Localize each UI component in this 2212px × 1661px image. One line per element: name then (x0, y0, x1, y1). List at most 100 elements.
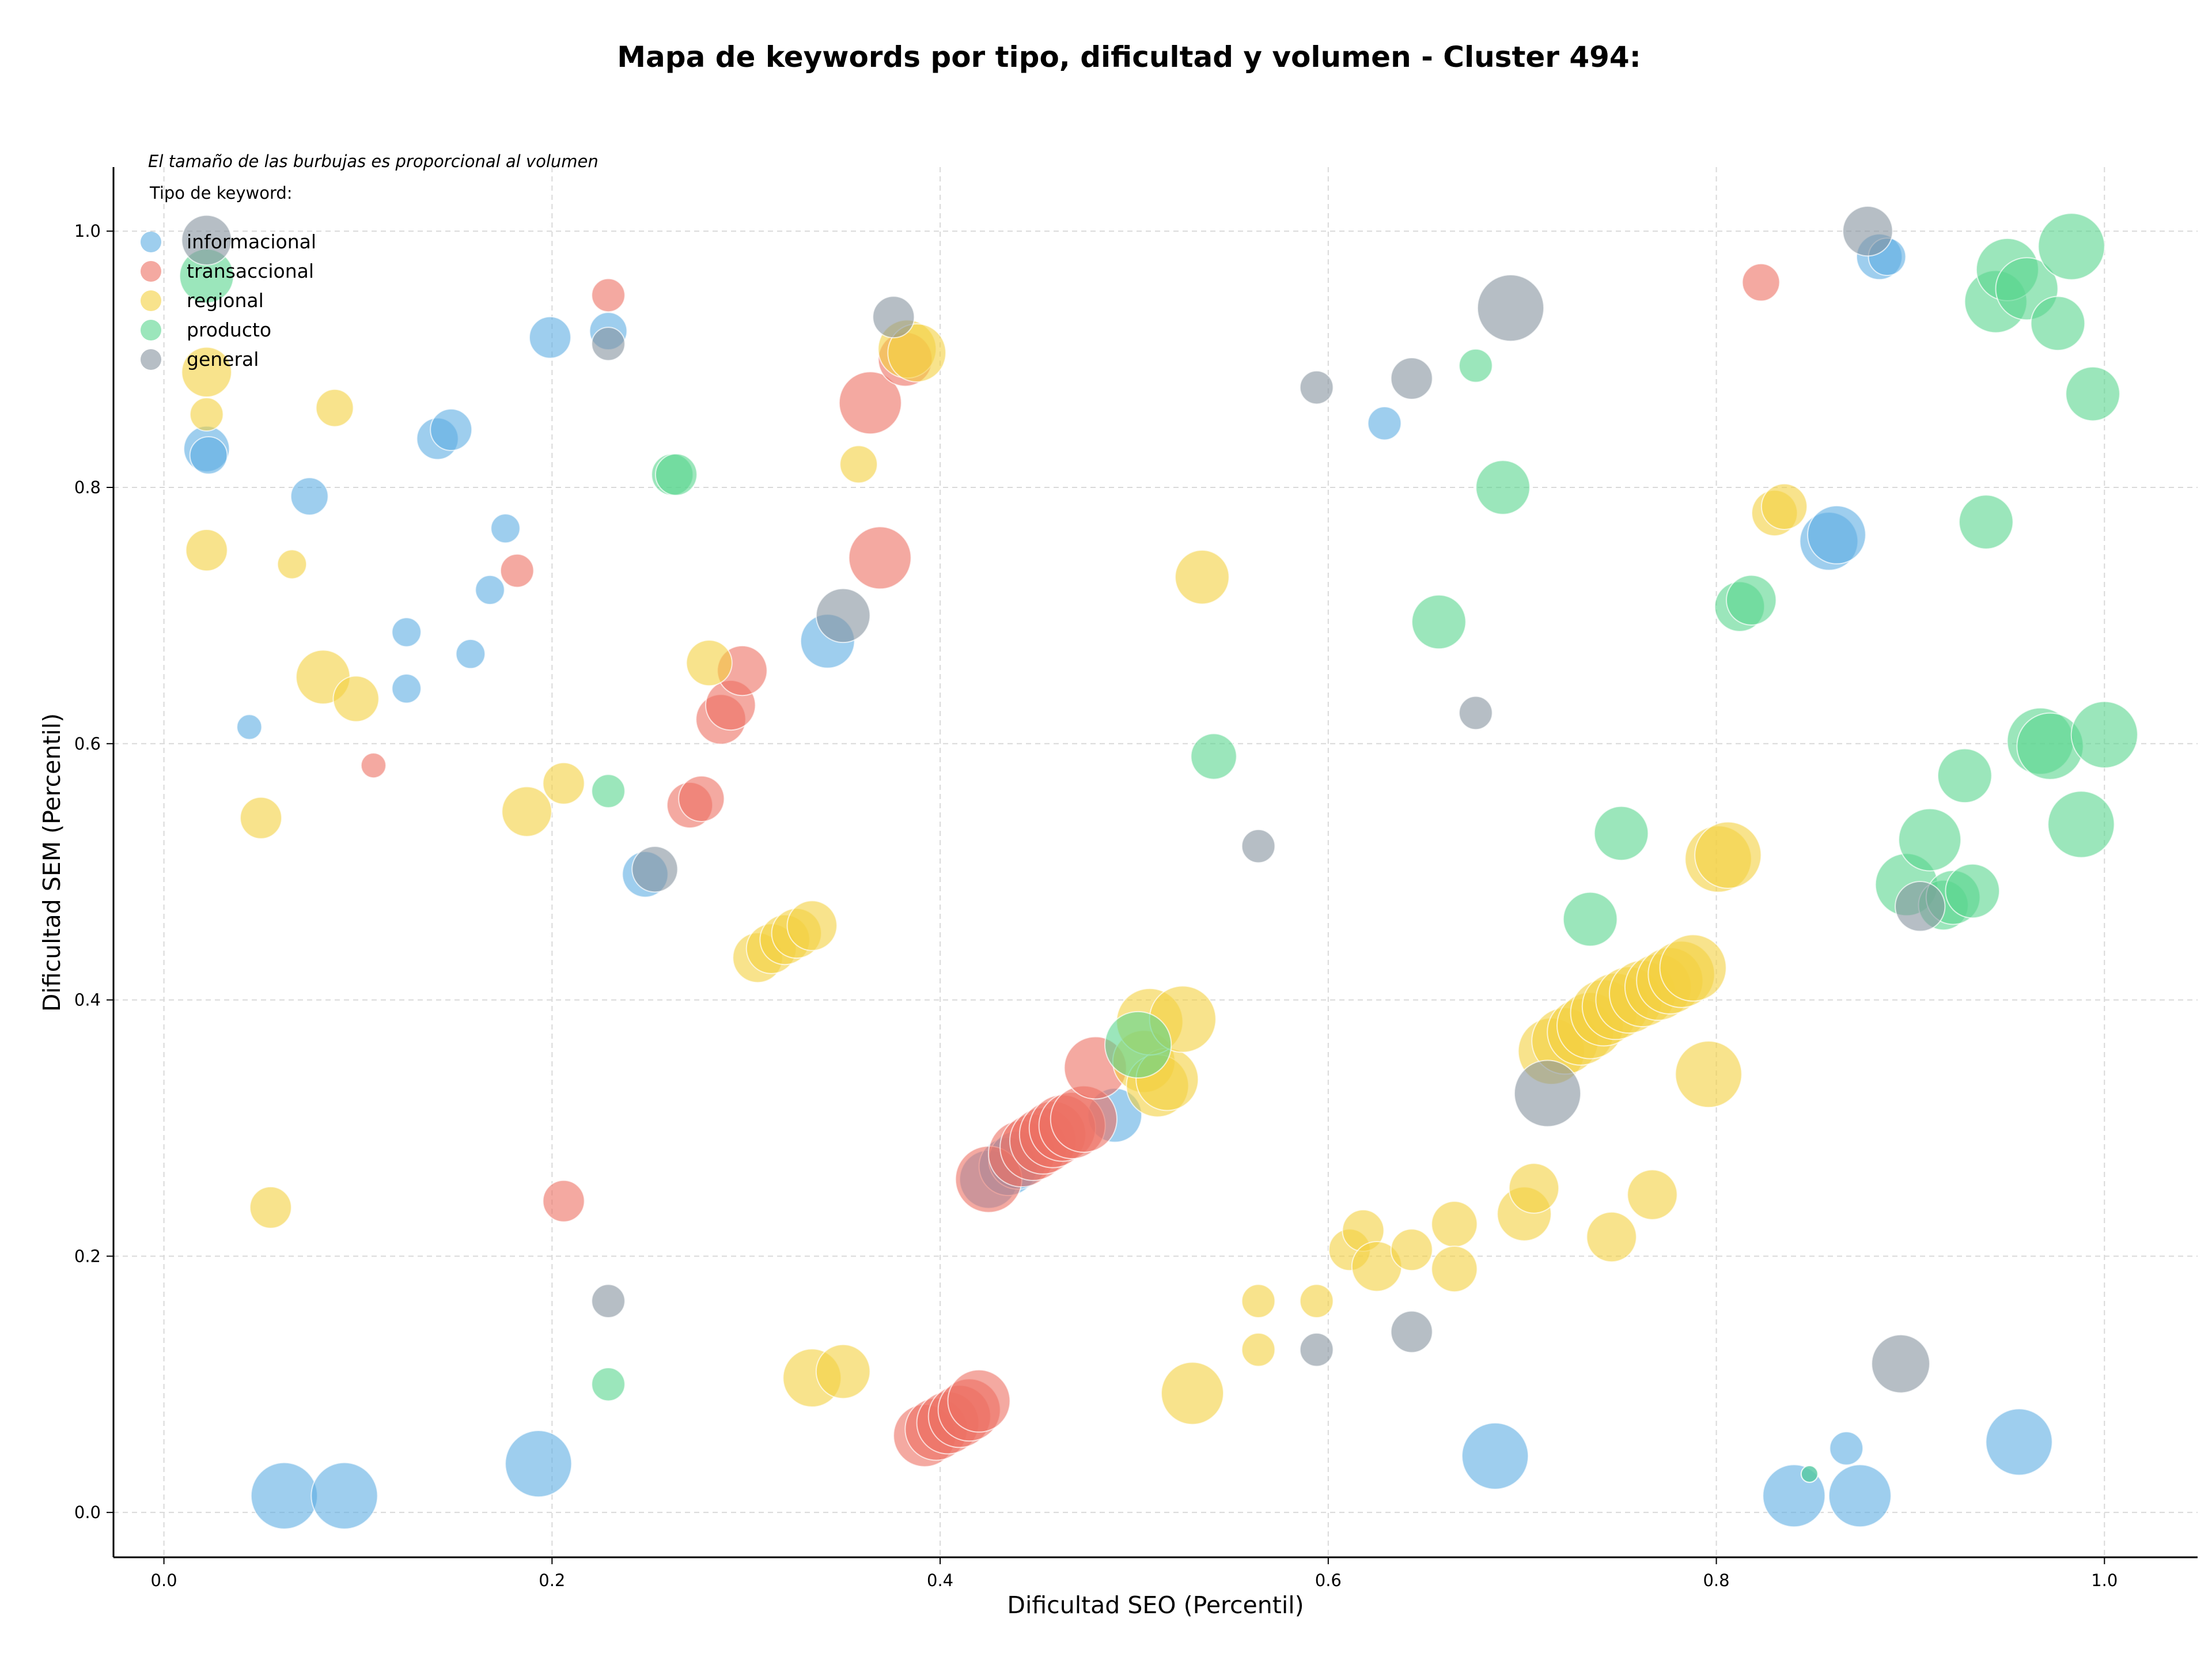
bubble-general (1513, 1060, 1582, 1127)
y-tick-label: 0.2 (74, 1246, 101, 1266)
bubble-producto (1725, 574, 1777, 626)
bubble-producto (1475, 460, 1531, 515)
bubble-general (631, 846, 679, 893)
bubble-regional (276, 549, 308, 580)
y-tick-label: 0.0 (74, 1503, 101, 1522)
bubble-regional (332, 675, 380, 722)
bubble-producto (591, 1367, 626, 1402)
x-axis-label: Dificultad SEO (Percentil) (1007, 1591, 1304, 1619)
bubble-informacional (391, 673, 422, 704)
y-tick-label: 0.6 (74, 734, 101, 754)
bubble-informacional (455, 638, 486, 669)
bubble-informacional (290, 477, 329, 516)
legend-marker-producto (141, 320, 161, 340)
bubble-regional (1431, 1201, 1478, 1248)
bubble-informacional (250, 1462, 319, 1530)
bubble-informacional (1985, 1408, 2053, 1476)
legend-marker-transaccional (141, 261, 161, 282)
bubble-regional (315, 388, 354, 427)
bubble-regional (685, 640, 733, 687)
x-tick-label: 0.6 (1315, 1571, 1342, 1590)
chart-title: Mapa de keywords por tipo, dificultad y … (617, 40, 1641, 74)
legend-marker-general (141, 349, 161, 370)
bubble-regional (1175, 549, 1230, 605)
bubble-informacional (1461, 1422, 1529, 1490)
bubble-general (1895, 881, 1946, 932)
bubble-informacional (391, 617, 422, 648)
series-regional (181, 319, 1808, 1425)
bubble-general (1390, 357, 1433, 400)
series-informacional (183, 233, 2053, 1530)
bubble-informacional (475, 574, 505, 606)
bubble-regional (181, 346, 232, 398)
legend-title: Tipo de keyword: (149, 183, 293, 203)
bubble-informacional (310, 1462, 378, 1530)
axis-ticks: 0.0 0.2 0.4 0.6 0.8 1.0 0.0 0.2 0.4 0.6 0.8 1.0 (74, 221, 2118, 1590)
bubble-producto (1104, 1011, 1172, 1079)
bubble-regional (1627, 1169, 1678, 1220)
bubble-informacional (1367, 406, 1402, 441)
bubble-informacional (236, 714, 263, 740)
y-tick-label: 0.4 (74, 990, 101, 1010)
bubble-regional (189, 397, 224, 432)
bubble-producto (1190, 733, 1237, 780)
legend: informacional transaccional regional produc… (141, 230, 316, 370)
bubble-producto (2070, 701, 2138, 769)
legend-marker-informacional (141, 232, 161, 252)
x-tick-label: 0.2 (539, 1571, 565, 1590)
bubble-informacional (189, 436, 228, 475)
bubble-regional (815, 1344, 871, 1399)
axes (112, 167, 2198, 1558)
bubble-general (1390, 1310, 1433, 1353)
bubble-regional (1161, 1361, 1225, 1425)
bubble-producto (654, 453, 698, 496)
legend-label-producto: producto (187, 319, 271, 341)
bubble-producto (2065, 366, 2120, 422)
bubble-informacional (1807, 505, 1866, 565)
bubble-producto (2047, 790, 2115, 858)
bubble-general (591, 1284, 626, 1319)
bubble-regional (839, 445, 878, 484)
bubble-general (1842, 205, 1893, 257)
y-tick-label: 0.8 (74, 478, 101, 497)
bubble-general (591, 327, 626, 361)
bubble-producto (1411, 594, 1467, 650)
bubble-transaccional (499, 553, 535, 588)
bubble-informacional (528, 316, 571, 359)
bubble-regional (542, 762, 585, 805)
bubble-informacional (1829, 1431, 1864, 1466)
bubble-regional (1586, 1211, 1637, 1263)
bubble-regional (786, 900, 838, 951)
x-tick-label: 0.4 (927, 1571, 953, 1590)
bubble-general (1871, 1334, 1930, 1394)
bubble-producto (1945, 863, 2001, 919)
bubble-transaccional (542, 1179, 585, 1223)
y-axis-label: Dificultad SEM (Percentil) (38, 713, 66, 1012)
bubble-producto (2030, 296, 2086, 351)
bubble-general (1299, 370, 1334, 405)
bubble-producto (1593, 805, 1649, 861)
bubble-regional (1390, 1228, 1433, 1272)
bubble-regional (501, 786, 552, 837)
bubble-transaccional (947, 1369, 1011, 1433)
series-general (181, 205, 1946, 1394)
x-tick-label: 0.8 (1703, 1571, 1729, 1590)
x-tick-label: 0.0 (151, 1571, 177, 1590)
bubble-informacional (505, 1430, 573, 1498)
bubble-transaccional (848, 526, 912, 590)
bubble-informacional (430, 408, 473, 451)
bubbles (179, 205, 2138, 1530)
bubble-transaccional (1741, 263, 1781, 302)
legend-marker-regional (141, 290, 161, 311)
legend-label-informacional: informacional (187, 230, 316, 253)
bubble-general (1299, 1332, 1334, 1367)
bubble-regional (1299, 1284, 1334, 1319)
series-producto (179, 213, 2138, 1483)
bubble-transaccional (360, 752, 387, 779)
bubble-informacional (490, 513, 521, 544)
bubble-informacional (1828, 1464, 1892, 1528)
legend-label-transaccional: transaccional (187, 260, 314, 282)
bubble-producto (1562, 891, 1618, 947)
bubble-general (181, 214, 232, 266)
